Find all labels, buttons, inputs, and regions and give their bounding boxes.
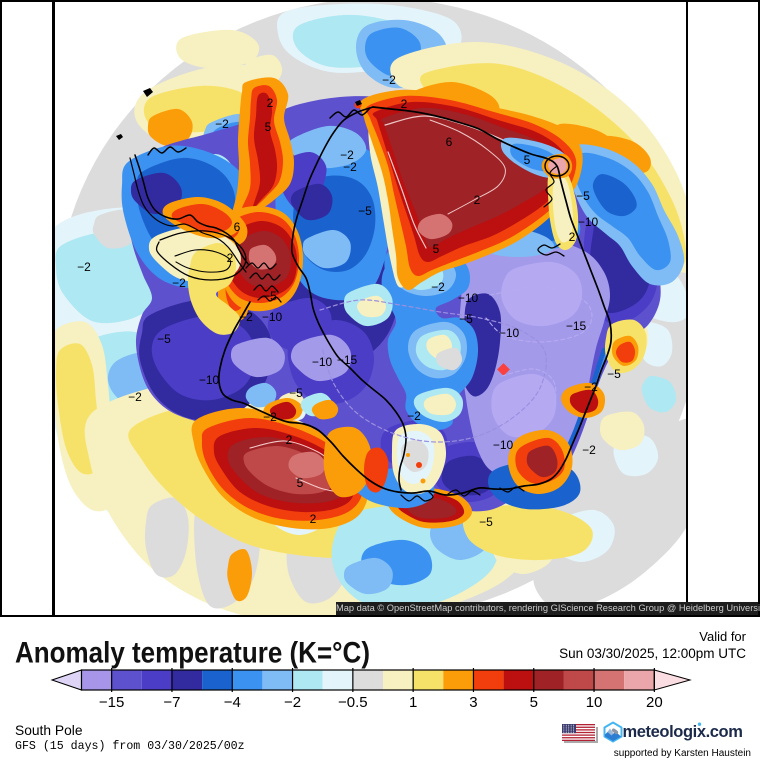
svg-text:meteologix.com: meteologix.com	[623, 723, 743, 741]
svg-text:−2: −2	[340, 148, 354, 162]
svg-text:−2: −2	[172, 276, 186, 290]
svg-text:5: 5	[265, 120, 272, 134]
svg-text:10: 10	[586, 694, 603, 711]
svg-text:2: 2	[310, 512, 317, 526]
svg-text:−5: −5	[576, 189, 590, 203]
svg-text:−5: −5	[459, 312, 473, 326]
svg-text:−10: −10	[262, 310, 283, 324]
svg-text:−10: −10	[458, 291, 479, 305]
svg-text:−2: −2	[343, 160, 357, 174]
svg-text:−10: −10	[312, 355, 333, 369]
svg-text:−5: −5	[358, 204, 372, 218]
svg-text:−2: −2	[284, 694, 301, 711]
svg-text:−2: −2	[431, 280, 445, 294]
svg-text:−0.5: −0.5	[338, 694, 368, 711]
svg-text:2: 2	[474, 193, 481, 207]
svg-text:−2: −2	[407, 409, 421, 423]
svg-text:6: 6	[234, 220, 241, 234]
svg-text:−5: −5	[263, 289, 277, 303]
svg-text:−5: −5	[607, 367, 621, 381]
svg-text:2: 2	[401, 97, 408, 111]
svg-text:−2: −2	[584, 380, 598, 394]
svg-text:2: 2	[569, 230, 576, 244]
svg-text:6: 6	[446, 135, 453, 149]
svg-text:−2: −2	[215, 117, 229, 131]
svg-text:−5: −5	[479, 515, 493, 529]
svg-text:2: 2	[227, 251, 234, 265]
svg-text:−15: −15	[566, 319, 587, 333]
svg-text:−10: −10	[499, 326, 520, 340]
svg-text:−10: −10	[199, 373, 220, 387]
svg-text:−10: −10	[493, 438, 514, 452]
svg-text:−2: −2	[263, 410, 277, 424]
svg-text:5: 5	[530, 694, 538, 711]
svg-text:−7: −7	[163, 694, 180, 711]
svg-text:5: 5	[297, 476, 304, 490]
svg-text:20: 20	[646, 694, 663, 711]
svg-text:−5: −5	[289, 386, 303, 400]
svg-text:−5: −5	[157, 332, 171, 346]
svg-text:−10: −10	[578, 215, 599, 229]
svg-text:5: 5	[524, 153, 531, 167]
svg-text:3: 3	[469, 694, 477, 711]
svg-text:2: 2	[267, 96, 274, 110]
svg-text:2: 2	[286, 433, 293, 447]
svg-text:−2: −2	[582, 443, 596, 457]
svg-text:5: 5	[433, 242, 440, 256]
svg-text:−4: −4	[224, 694, 241, 711]
svg-text:−2: −2	[128, 390, 142, 404]
svg-text:−15: −15	[99, 694, 124, 711]
svg-text:−15: −15	[337, 353, 358, 367]
svg-text:−2: −2	[239, 310, 253, 324]
svg-text:1: 1	[409, 694, 417, 711]
svg-text:−2: −2	[77, 260, 91, 274]
svg-text:−2: −2	[382, 73, 396, 87]
